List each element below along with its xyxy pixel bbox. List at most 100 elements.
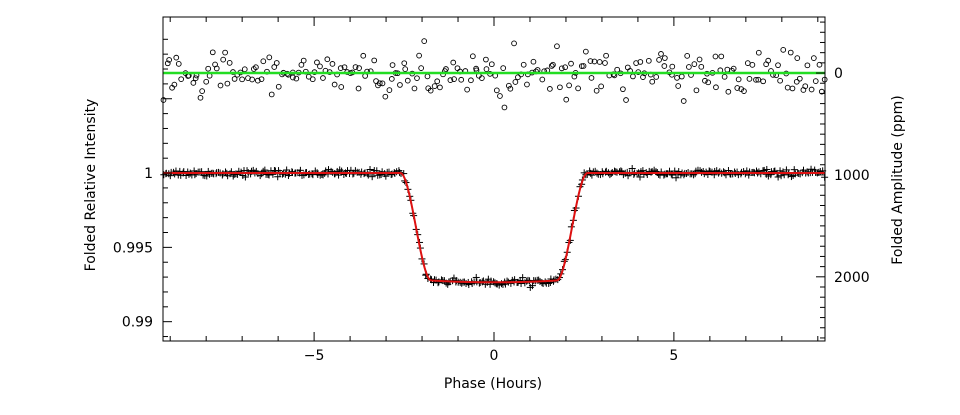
residual-point-circle bbox=[388, 76, 395, 82]
residual-point-circle bbox=[587, 58, 594, 64]
residual-point-circle bbox=[447, 77, 454, 83]
residual-point-circle bbox=[649, 78, 656, 85]
residual-point-circle bbox=[741, 88, 747, 94]
residual-point-circle bbox=[356, 65, 362, 71]
residual-point-circle bbox=[808, 86, 815, 93]
residual-point-circle bbox=[454, 65, 461, 72]
residual-point-circle bbox=[314, 59, 320, 66]
residual-point-circle bbox=[173, 54, 180, 61]
residual-point-circle bbox=[686, 64, 692, 70]
residual-point-circle bbox=[338, 84, 345, 90]
data-point-plus bbox=[366, 166, 374, 174]
residual-point-circle bbox=[451, 76, 457, 82]
residual-point-circle bbox=[656, 57, 662, 63]
axes-layer: −5 0 5 0.99 0.995 1 0 1000 2000 bbox=[113, 16, 870, 364]
data-point-plus bbox=[774, 173, 782, 181]
y-right-tick-label: 1000 bbox=[834, 168, 870, 184]
residual-point-circle bbox=[421, 38, 428, 44]
y-right-tick-label: 0 bbox=[834, 66, 843, 82]
data-point-plus bbox=[368, 173, 376, 181]
residual-point-circle bbox=[725, 88, 732, 95]
residual-point-circle bbox=[376, 80, 383, 87]
residual-point-circle bbox=[548, 63, 555, 69]
residual-point-circle bbox=[547, 86, 553, 92]
y-right-tick-label: 2000 bbox=[834, 270, 870, 286]
residual-point-circle bbox=[623, 97, 629, 103]
residual-point-circle bbox=[337, 65, 344, 71]
residual-point-circle bbox=[702, 77, 708, 84]
residual-point-circle bbox=[254, 77, 261, 84]
residual-point-circle bbox=[468, 77, 474, 84]
residual-point-circle bbox=[298, 61, 305, 68]
residual-point-circle bbox=[411, 85, 418, 92]
residual-point-circle bbox=[630, 73, 636, 80]
residual-point-circle bbox=[199, 88, 205, 94]
residual-point-circle bbox=[620, 86, 626, 93]
residual-point-circle bbox=[443, 66, 449, 72]
residual-point-circle bbox=[450, 59, 457, 66]
y-left-tick-label: 0.99 bbox=[122, 315, 153, 331]
data-point-plus bbox=[528, 282, 536, 290]
residual-point-circle bbox=[470, 53, 476, 60]
residual-point-circle bbox=[558, 65, 565, 72]
residual-point-circle bbox=[341, 64, 348, 71]
residual-point-circle bbox=[431, 83, 438, 89]
residual-point-circle bbox=[488, 61, 495, 68]
residual-point-circle bbox=[239, 76, 245, 83]
residual-point-circle bbox=[386, 87, 393, 93]
residual-point-circle bbox=[258, 76, 265, 83]
residual-point-circle bbox=[506, 82, 512, 89]
residual-point-circle bbox=[712, 53, 719, 60]
residual-point-circle bbox=[810, 55, 817, 61]
residual-point-circle bbox=[746, 76, 753, 82]
model-curve-line bbox=[163, 172, 825, 284]
residual-point-circle bbox=[603, 52, 609, 59]
right-y-axis-label: Folded Amplitude (ppm) bbox=[890, 95, 906, 264]
residual-point-circle bbox=[765, 57, 772, 64]
residual-point-circle bbox=[331, 81, 338, 88]
residual-point-circle bbox=[777, 77, 783, 84]
residual-point-circle bbox=[268, 91, 275, 98]
residual-point-circle bbox=[507, 85, 514, 92]
data-point-plus bbox=[667, 170, 675, 178]
residual-point-circle bbox=[563, 96, 570, 103]
residual-point-circle bbox=[588, 75, 595, 81]
residual-point-circle bbox=[500, 65, 507, 71]
residual-point-circle bbox=[205, 65, 212, 72]
data-layer bbox=[160, 38, 829, 291]
x-tick-label: −5 bbox=[304, 348, 325, 364]
residual-point-circle bbox=[775, 62, 781, 69]
residual-point-circle bbox=[637, 59, 644, 65]
residual-point-circle bbox=[718, 53, 725, 60]
residual-point-circle bbox=[197, 94, 204, 101]
data-point-plus bbox=[507, 279, 515, 287]
residual-point-circle bbox=[483, 56, 489, 63]
residual-point-circle bbox=[404, 77, 411, 84]
residual-point-circle bbox=[678, 73, 685, 80]
residual-point-circle bbox=[203, 78, 210, 85]
residual-point-circle bbox=[724, 66, 731, 73]
residual-point-circle bbox=[290, 74, 296, 81]
residual-point-circle bbox=[241, 66, 248, 73]
data-point-plus bbox=[672, 174, 680, 182]
residual-point-circle bbox=[793, 78, 800, 85]
residual-point-circle bbox=[217, 82, 224, 89]
residual-point-circle bbox=[324, 56, 331, 63]
residual-point-circle bbox=[178, 76, 185, 83]
residual-point-circle bbox=[166, 57, 172, 63]
residual-point-circle bbox=[171, 81, 178, 88]
residual-point-circle bbox=[735, 76, 742, 83]
residual-point-circle bbox=[669, 63, 676, 70]
residual-point-circle bbox=[557, 84, 563, 91]
residual-point-circle bbox=[624, 64, 631, 71]
residual-point-circle bbox=[309, 76, 316, 83]
residual-point-circle bbox=[596, 59, 603, 65]
residual-point-circle bbox=[379, 80, 386, 87]
residual-point-circle bbox=[402, 66, 409, 72]
data-point-plus bbox=[274, 173, 282, 181]
residual-point-circle bbox=[658, 51, 664, 57]
data-point-plus bbox=[437, 276, 445, 284]
residual-point-circle bbox=[566, 82, 572, 89]
residual-point-circle bbox=[554, 43, 560, 50]
residual-point-circle bbox=[209, 49, 216, 56]
